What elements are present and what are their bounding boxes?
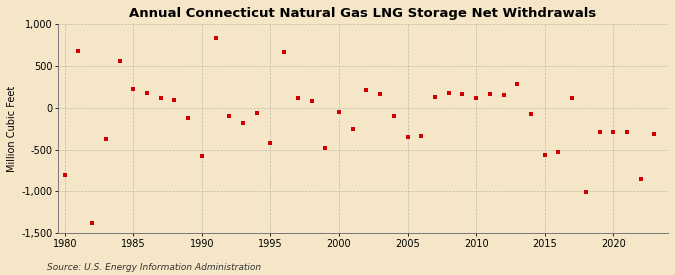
Point: [320, 146, 331, 150]
Point: [348, 127, 358, 132]
Point: [183, 116, 194, 120]
Point: [539, 152, 550, 157]
Point: [470, 96, 481, 101]
Point: [402, 135, 413, 139]
Point: [622, 130, 632, 134]
Point: [580, 190, 591, 194]
Point: [608, 130, 618, 134]
Point: [416, 134, 427, 138]
Point: [443, 90, 454, 95]
Point: [649, 131, 659, 136]
Point: [87, 221, 98, 226]
Point: [169, 98, 180, 102]
Point: [128, 87, 139, 91]
Point: [567, 96, 578, 101]
Point: [388, 114, 399, 118]
Point: [375, 92, 385, 97]
Point: [594, 130, 605, 134]
Point: [292, 96, 303, 101]
Point: [59, 172, 70, 177]
Point: [251, 111, 262, 115]
Point: [114, 59, 125, 63]
Point: [238, 120, 248, 125]
Title: Annual Connecticut Natural Gas LNG Storage Net Withdrawals: Annual Connecticut Natural Gas LNG Stora…: [130, 7, 597, 20]
Point: [498, 93, 509, 97]
Point: [361, 88, 372, 92]
Point: [553, 150, 564, 154]
Point: [210, 36, 221, 40]
Point: [429, 95, 440, 99]
Point: [196, 154, 207, 158]
Point: [279, 50, 290, 54]
Point: [457, 92, 468, 97]
Point: [526, 112, 537, 117]
Point: [155, 95, 166, 100]
Point: [101, 136, 111, 141]
Y-axis label: Million Cubic Feet: Million Cubic Feet: [7, 86, 17, 172]
Point: [333, 110, 344, 114]
Point: [512, 82, 522, 86]
Point: [306, 99, 317, 103]
Point: [142, 91, 153, 96]
Text: Source: U.S. Energy Information Administration: Source: U.S. Energy Information Administ…: [47, 263, 261, 272]
Point: [224, 114, 235, 118]
Point: [635, 177, 646, 181]
Point: [265, 141, 276, 145]
Point: [73, 48, 84, 53]
Point: [485, 92, 495, 97]
